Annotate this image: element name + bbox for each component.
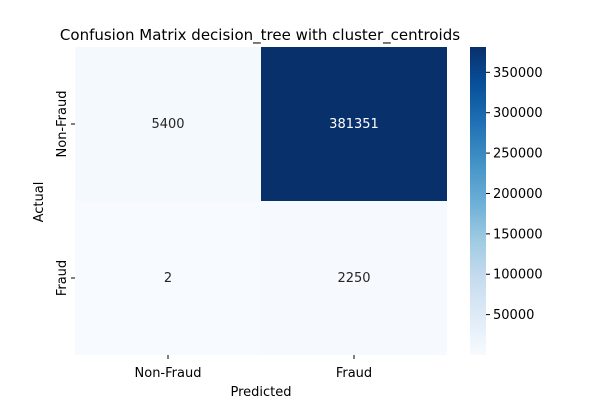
colorbar-tick-label: 300000 — [493, 106, 543, 121]
colorbar-tick-label: 200000 — [493, 187, 543, 202]
y-tick-label: Non-Fraud — [55, 91, 70, 158]
colorbar-tick-label: 100000 — [493, 268, 543, 283]
heatmap-cell — [75, 47, 261, 201]
cell-value-label: 2 — [164, 271, 172, 286]
cell-value-label: 5400 — [151, 117, 184, 132]
colorbar: 50000 100000 150000 200000 250000 300000 35000… — [470, 47, 543, 355]
x-axis-ticks: Non-Fraud Fraud — [135, 355, 372, 381]
colorbar-gradient — [470, 47, 486, 355]
cell-value-label: 2250 — [337, 271, 370, 286]
heatmap-cell — [75, 201, 261, 355]
colorbar-tick-label: 350000 — [493, 66, 543, 81]
colorbar-tick-label: 50000 — [493, 308, 534, 323]
x-tick-label: Non-Fraud — [135, 366, 202, 381]
heatmap-cell — [261, 201, 447, 355]
cell-value-label: 381351 — [329, 117, 379, 132]
colorbar-tick-label: 150000 — [493, 227, 543, 242]
heatmap-cell-labels: 5400 381351 2 2250 — [151, 117, 378, 286]
y-tick-label: Fraud — [55, 260, 70, 296]
y-axis-label: Actual — [32, 182, 47, 223]
colorbar-tick-label: 250000 — [493, 147, 543, 162]
heatmap-cells — [75, 47, 447, 355]
x-axis-label: Predicted — [230, 385, 291, 400]
heatmap-cell — [261, 47, 447, 201]
y-axis-ticks: Non-Fraud Fraud — [55, 91, 75, 296]
chart-title: Confusion Matrix decision_tree with clus… — [60, 26, 460, 45]
x-tick-label: Fraud — [336, 366, 372, 381]
